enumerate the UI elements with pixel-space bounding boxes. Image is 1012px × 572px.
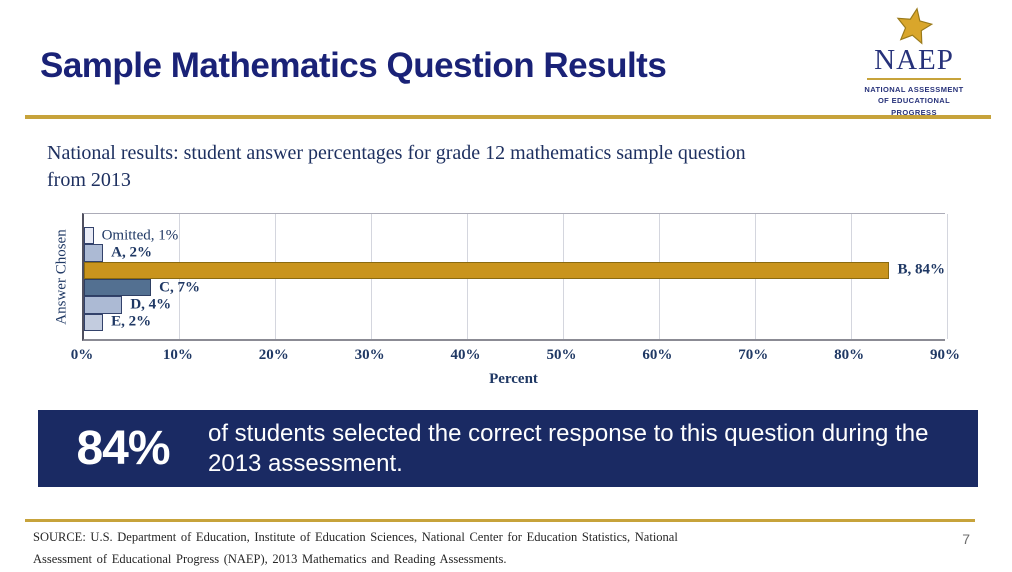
x-axis-ticks: 0% 10% 20% 30% 40% 50% 60% 70% 80% 90%: [71, 347, 960, 365]
x-tick-label: 90%: [930, 347, 960, 363]
callout-banner: 84% of students selected the correct res…: [38, 410, 978, 487]
gridline-90%: [946, 214, 948, 339]
x-tick-label: 10%: [162, 347, 193, 363]
x-tick-label: 50%: [546, 347, 577, 363]
x-axis-title: Percent: [489, 371, 538, 387]
bar-a: [84, 244, 104, 262]
x-tick-label: 80%: [834, 347, 865, 363]
footer-divider: [25, 519, 975, 522]
x-tick-label: 30%: [354, 347, 385, 363]
bar-chart-plot: Omitted, 1% A, 2% B, 84% C, 7% D, 4% E, 2%: [82, 213, 948, 341]
callout-stat: 84%: [76, 422, 170, 475]
source-line: Assessment of Educational Progress (NAEP…: [33, 552, 507, 567]
y-axis-label: Answer Chosen: [53, 229, 70, 325]
bar-chart: Answer Chosen Omitted, 1% A, 2% B, 84% C, 7…: [54, 213, 960, 387]
bar-label-omitted: Omitted, 1%: [101, 227, 179, 244]
page-title: Sample Mathematics Question Results: [40, 46, 667, 85]
header-divider: [25, 115, 991, 119]
callout-text: of students selected the correct respons…: [208, 419, 929, 477]
naep-logo-rule: [867, 78, 961, 80]
bar-omitted: [84, 227, 94, 245]
naep-logo: NAEP NATIONAL ASSESSMENT OF EDUCATIONAL …: [858, 6, 970, 118]
bar-label-a: A, 2%: [111, 244, 153, 261]
bar-label-c: C, 7%: [159, 279, 200, 296]
naep-logo-subtitle-line: NATIONAL ASSESSMENT: [864, 85, 964, 94]
bar-label-b: B, 84%: [897, 261, 945, 278]
naep-logo-name: NAEP: [874, 44, 954, 76]
x-tick-label: 60%: [642, 347, 673, 363]
naep-star-icon: [896, 7, 934, 45]
bar-label-e: E, 2%: [111, 313, 152, 330]
bar-label-d: D, 4%: [130, 296, 172, 313]
source-note: SOURCE: U.S. Department of Education, In…: [33, 526, 678, 571]
x-tick-label: 20%: [258, 347, 289, 363]
naep-logo-subtitle-line: PROGRESS: [891, 107, 937, 117]
x-tick-label: 40%: [450, 347, 481, 363]
source-line: SOURCE: U.S. Department of Education, In…: [33, 530, 678, 544]
chart-caption: National results: student answer percent…: [47, 142, 746, 191]
bar-d: [84, 296, 123, 314]
x-tick-label: 0%: [70, 347, 94, 363]
bar-e: [84, 313, 104, 331]
page-number: 7: [962, 531, 970, 547]
bar-b: [84, 261, 890, 279]
x-tick-label: 70%: [738, 347, 769, 363]
naep-logo-subtitle-line: OF EDUCATIONAL: [877, 96, 951, 106]
bar-c: [84, 278, 152, 297]
